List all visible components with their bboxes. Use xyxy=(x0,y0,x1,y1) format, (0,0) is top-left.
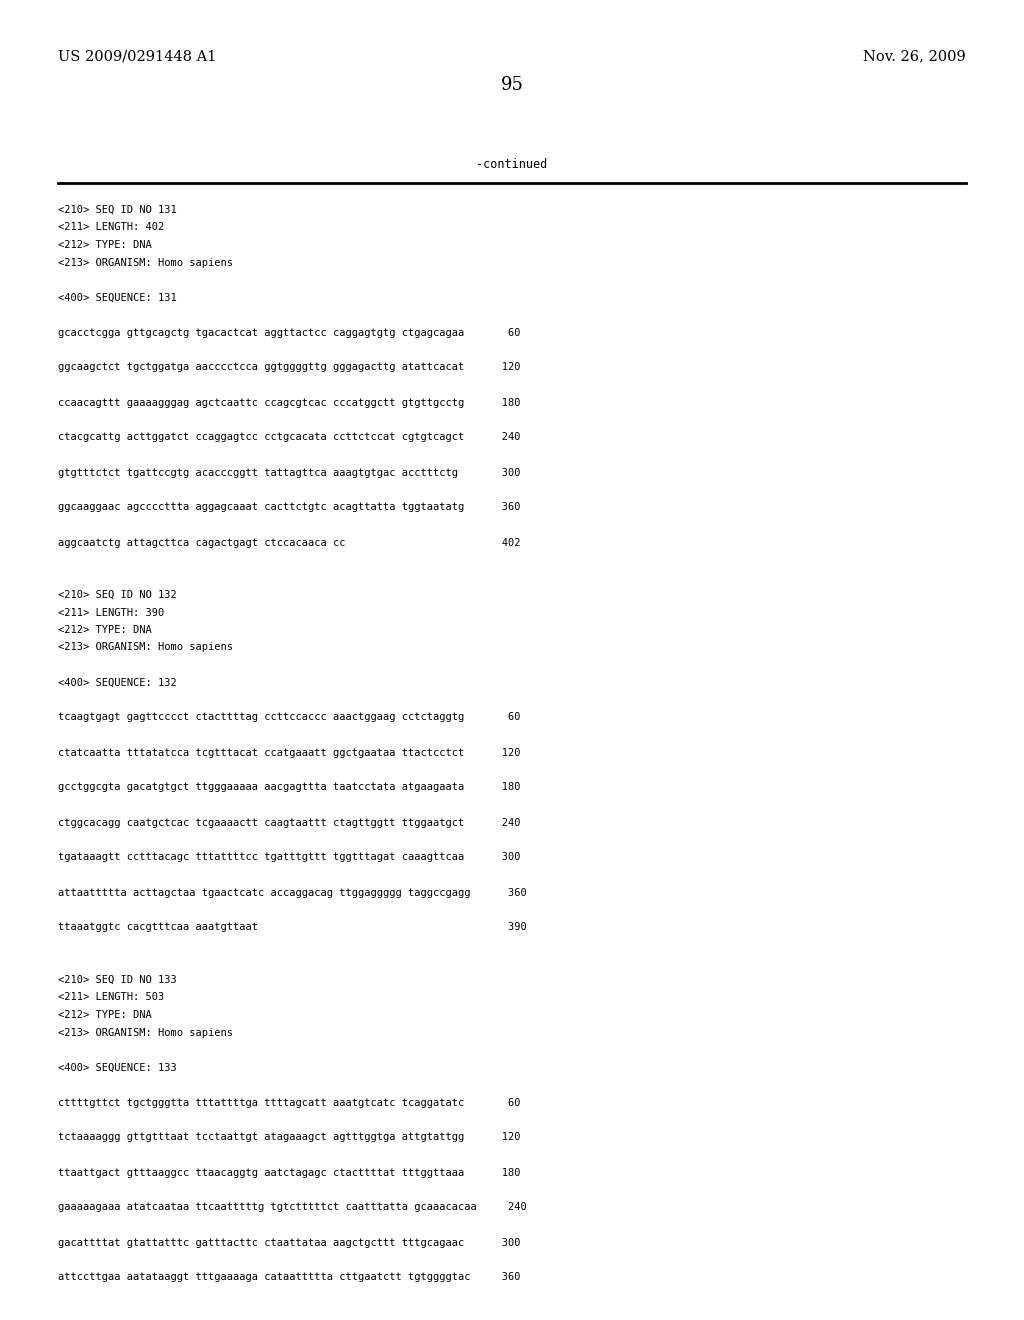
Text: US 2009/0291448 A1: US 2009/0291448 A1 xyxy=(58,49,216,63)
Text: tctaaaaggg gttgtttaat tcctaattgt atagaaagct agtttggtga attgtattgg      120: tctaaaaggg gttgtttaat tcctaattgt atagaaa… xyxy=(58,1133,520,1143)
Text: <400> SEQUENCE: 133: <400> SEQUENCE: 133 xyxy=(58,1063,177,1072)
Text: ctggcacagg caatgctcac tcgaaaactt caagtaattt ctagttggtt ttggaatgct      240: ctggcacagg caatgctcac tcgaaaactt caagtaa… xyxy=(58,817,520,828)
Text: <213> ORGANISM: Homo sapiens: <213> ORGANISM: Homo sapiens xyxy=(58,257,233,268)
Text: <212> TYPE: DNA: <212> TYPE: DNA xyxy=(58,1010,152,1020)
Text: Nov. 26, 2009: Nov. 26, 2009 xyxy=(863,49,966,63)
Text: <211> LENGTH: 503: <211> LENGTH: 503 xyxy=(58,993,164,1002)
Text: <212> TYPE: DNA: <212> TYPE: DNA xyxy=(58,240,152,249)
Text: <211> LENGTH: 402: <211> LENGTH: 402 xyxy=(58,223,164,232)
Text: attccttgaa aatataaggt tttgaaaaga cataattttta cttgaatctt tgtggggtac     360: attccttgaa aatataaggt tttgaaaaga cataatt… xyxy=(58,1272,520,1283)
Text: ctacgcattg acttggatct ccaggagtcc cctgcacata ccttctccat cgtgtcagct      240: ctacgcattg acttggatct ccaggagtcc cctgcac… xyxy=(58,433,520,442)
Text: <400> SEQUENCE: 131: <400> SEQUENCE: 131 xyxy=(58,293,177,302)
Text: ggcaagctct tgctggatga aacccctcca ggtggggttg gggagacttg atattcacat      120: ggcaagctct tgctggatga aacccctcca ggtgggg… xyxy=(58,363,520,372)
Text: tcaagtgagt gagttcccct ctacttttag ccttccaccc aaactggaag cctctaggtg       60: tcaagtgagt gagttcccct ctacttttag ccttcca… xyxy=(58,713,520,722)
Text: <212> TYPE: DNA: <212> TYPE: DNA xyxy=(58,624,152,635)
Text: <210> SEQ ID NO 132: <210> SEQ ID NO 132 xyxy=(58,590,177,601)
Text: ctatcaatta tttatatcca tcgtttacat ccatgaaatt ggctgaataa ttactcctct      120: ctatcaatta tttatatcca tcgtttacat ccatgaa… xyxy=(58,747,520,758)
Text: gacattttat gtattatttc gatttacttc ctaattataa aagctgcttt tttgcagaac      300: gacattttat gtattatttc gatttacttc ctaatta… xyxy=(58,1238,520,1247)
Text: ttaattgact gtttaaggcc ttaacaggtg aatctagagc ctacttttat tttggttaaa      180: ttaattgact gtttaaggcc ttaacaggtg aatctag… xyxy=(58,1167,520,1177)
Text: cttttgttct tgctgggtta tttattttga ttttagcatt aaatgtcatc tcaggatatc       60: cttttgttct tgctgggtta tttattttga ttttagc… xyxy=(58,1097,520,1107)
Text: gcacctcgga gttgcagctg tgacactcat aggttactcc caggagtgtg ctgagcagaa       60: gcacctcgga gttgcagctg tgacactcat aggttac… xyxy=(58,327,520,338)
Text: <211> LENGTH: 390: <211> LENGTH: 390 xyxy=(58,607,164,618)
Text: <210> SEQ ID NO 131: <210> SEQ ID NO 131 xyxy=(58,205,177,215)
Text: gaaaaagaaa atatcaataa ttcaatttttg tgtctttttct caatttatta gcaaacacaa     240: gaaaaagaaa atatcaataa ttcaatttttg tgtctt… xyxy=(58,1203,526,1213)
Text: gtgtttctct tgattccgtg acacccggtt tattagttca aaagtgtgac acctttctg       300: gtgtttctct tgattccgtg acacccggtt tattagt… xyxy=(58,467,520,478)
Text: gcctggcgta gacatgtgct ttgggaaaaa aacgagttta taatcctata atgaagaata      180: gcctggcgta gacatgtgct ttgggaaaaa aacgagt… xyxy=(58,783,520,792)
Text: ccaacagttt gaaaagggag agctcaattc ccagcgtcac cccatggctt gtgttgcctg      180: ccaacagttt gaaaagggag agctcaattc ccagcgt… xyxy=(58,397,520,408)
Text: <400> SEQUENCE: 132: <400> SEQUENCE: 132 xyxy=(58,677,177,688)
Text: attaattttta acttagctaa tgaactcatc accaggacag ttggaggggg taggccgagg      360: attaattttta acttagctaa tgaactcatc accagg… xyxy=(58,887,526,898)
Text: ggcaaggaac agccccttta aggagcaaat cacttctgtc acagttatta tggtaatatg      360: ggcaaggaac agccccttta aggagcaaat cacttct… xyxy=(58,503,520,512)
Text: 95: 95 xyxy=(501,77,523,94)
Text: <213> ORGANISM: Homo sapiens: <213> ORGANISM: Homo sapiens xyxy=(58,643,233,652)
Text: -continued: -continued xyxy=(476,158,548,172)
Text: ttaaatggtc cacgtttcaa aaatgttaat                                        390: ttaaatggtc cacgtttcaa aaatgttaat 390 xyxy=(58,923,526,932)
Text: aggcaatctg attagcttca cagactgagt ctccacaaca cc                         402: aggcaatctg attagcttca cagactgagt ctccaca… xyxy=(58,537,520,548)
Text: <213> ORGANISM: Homo sapiens: <213> ORGANISM: Homo sapiens xyxy=(58,1027,233,1038)
Text: tgataaagtt cctttacagc tttattttcc tgatttgttt tggtttagat caaagttcaa      300: tgataaagtt cctttacagc tttattttcc tgatttg… xyxy=(58,853,520,862)
Text: <210> SEQ ID NO 133: <210> SEQ ID NO 133 xyxy=(58,975,177,985)
